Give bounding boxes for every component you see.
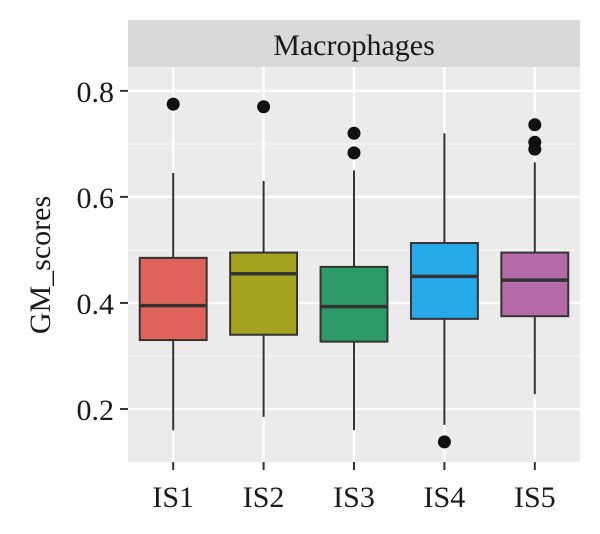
outlier-point <box>166 97 180 111</box>
boxplot-is5 <box>500 118 570 395</box>
x-axis: IS1 IS2 IS3 IS4 IS5 <box>152 462 556 514</box>
boxplot-is4 <box>409 133 479 449</box>
y-tick-label: 0.6 <box>77 182 115 215</box>
outlier-point <box>347 146 361 160</box>
box <box>409 242 479 320</box>
outlier-point <box>437 435 451 449</box>
outlier-point <box>528 142 542 156</box>
x-tick-label: IS1 <box>152 481 194 514</box>
y-tick-label: 0.8 <box>77 76 115 109</box>
boxplot-is1 <box>138 97 208 431</box>
facet-label: Macrophages <box>273 29 435 62</box>
outlier-point <box>528 118 542 132</box>
y-tick-label: 0.4 <box>77 288 115 321</box>
y-tick-label: 0.2 <box>77 394 115 427</box>
box <box>500 251 570 318</box>
box <box>319 265 389 343</box>
boxplot-is2 <box>229 100 299 417</box>
box <box>138 256 208 342</box>
y-axis: 0.2 0.4 0.6 0.8 <box>77 76 128 427</box>
facet-strip <box>128 20 580 67</box>
x-tick-label: IS3 <box>333 481 375 514</box>
x-tick-label: IS2 <box>243 481 285 514</box>
boxplots <box>138 97 570 449</box>
box <box>229 251 299 336</box>
x-tick-label: IS5 <box>514 481 556 514</box>
boxplot-is3 <box>319 126 389 431</box>
x-tick-label: IS4 <box>424 481 466 514</box>
outlier-point <box>347 126 361 140</box>
outlier-point <box>257 100 271 114</box>
y-axis-title: GM_scores <box>24 196 57 334</box>
